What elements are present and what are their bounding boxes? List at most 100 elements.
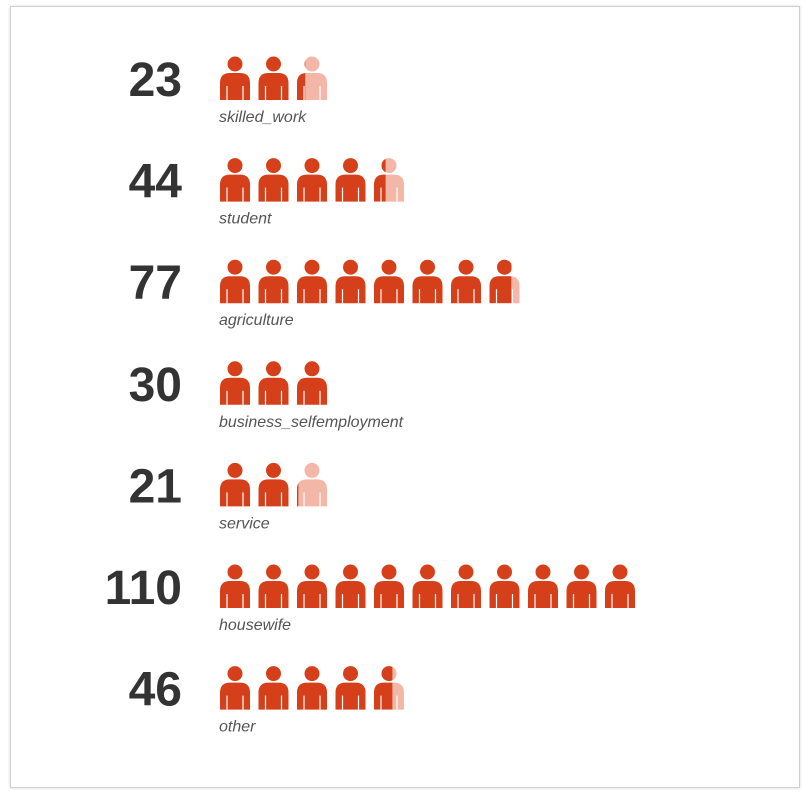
icon-head — [497, 259, 512, 275]
icon-body — [489, 581, 520, 608]
category-label: student — [219, 211, 272, 228]
icon-body — [566, 581, 597, 608]
person-icon — [374, 666, 404, 710]
person-icon — [258, 56, 289, 100]
icon-body — [412, 581, 443, 608]
person-icon — [412, 259, 443, 304]
icon-body — [220, 479, 250, 507]
icon-head — [458, 259, 474, 275]
icon-head — [381, 564, 397, 580]
icon-head — [304, 259, 320, 275]
icon-fill — [374, 158, 386, 202]
person-icon — [374, 158, 404, 202]
icon-body — [335, 581, 366, 608]
icon-fill — [374, 666, 393, 710]
icon-body — [258, 174, 289, 202]
person-icon — [297, 361, 327, 405]
icon-body — [451, 276, 481, 304]
person-icon — [335, 564, 366, 608]
icon-fill — [297, 483, 299, 507]
icon-fill — [297, 60, 306, 100]
person-icon — [258, 259, 289, 304]
icon-head — [420, 564, 435, 580]
icon-body — [374, 276, 404, 304]
icon-body — [220, 276, 250, 304]
icon-head — [266, 158, 281, 174]
category-label: housewife — [219, 617, 291, 634]
icon-head — [304, 462, 320, 478]
value-label: 44 — [129, 156, 183, 209]
icon-body — [374, 682, 393, 710]
icon-head — [304, 564, 320, 580]
value-label: 77 — [129, 257, 182, 310]
icon-body — [220, 377, 250, 405]
icon-head — [304, 56, 320, 72]
icon-head — [227, 259, 243, 275]
icon-body — [297, 377, 327, 405]
icon-head — [304, 158, 320, 174]
icon-body — [220, 682, 250, 710]
icon-body — [297, 73, 306, 100]
person-icon — [335, 666, 366, 710]
person-icon — [489, 259, 520, 304]
icon-head — [304, 361, 320, 377]
person-icon — [605, 564, 635, 608]
icon-body — [258, 276, 289, 304]
icon-head — [266, 56, 281, 72]
person-icon — [489, 564, 520, 608]
person-icon — [220, 462, 250, 507]
icon-body — [258, 73, 289, 100]
person-icon — [566, 564, 597, 608]
person-icon — [528, 564, 558, 608]
person-icon — [220, 158, 250, 202]
icon-body — [258, 682, 289, 710]
icon-body — [297, 581, 327, 608]
value-label: 46 — [129, 664, 182, 717]
icon-head — [612, 564, 628, 580]
icon-head — [266, 462, 281, 478]
person-icon — [258, 158, 289, 202]
person-icon — [297, 462, 327, 507]
person-icon — [297, 259, 327, 304]
icon-empty — [297, 462, 327, 507]
person-icon — [335, 259, 366, 304]
icon-body — [335, 276, 366, 304]
icon-body — [297, 479, 327, 507]
icon-head — [343, 158, 358, 174]
icon-body — [297, 276, 327, 304]
category-label: agriculture — [219, 312, 294, 329]
icon-head — [304, 666, 320, 682]
icon-body — [220, 73, 250, 100]
icon-head — [458, 564, 474, 580]
icon-head — [343, 259, 358, 275]
icon-head — [381, 158, 386, 173]
person-icon — [220, 564, 250, 608]
person-icon — [412, 564, 443, 608]
icon-head — [227, 158, 243, 174]
icon-head — [266, 564, 281, 580]
icon-fill — [489, 259, 512, 304]
icon-body — [258, 479, 289, 507]
person-icon — [374, 564, 404, 608]
person-icon — [258, 462, 289, 507]
icon-head — [266, 259, 281, 275]
person-icon — [220, 56, 250, 100]
icon-body — [489, 276, 512, 304]
person-icon — [451, 259, 481, 304]
person-icon — [297, 564, 327, 608]
icon-head — [574, 564, 589, 580]
icon-head — [497, 564, 512, 580]
icon-head — [381, 666, 393, 682]
icon-head — [266, 361, 281, 377]
person-icon — [374, 259, 404, 304]
icon-head — [381, 259, 397, 275]
icon-head — [227, 666, 243, 682]
icon-head — [266, 666, 281, 682]
icon-head — [227, 56, 243, 72]
icon-body — [605, 581, 635, 608]
icon-body — [297, 483, 299, 507]
person-icon — [297, 666, 327, 710]
category-label: other — [219, 719, 256, 736]
person-icon — [258, 361, 289, 405]
icon-body — [335, 682, 366, 710]
